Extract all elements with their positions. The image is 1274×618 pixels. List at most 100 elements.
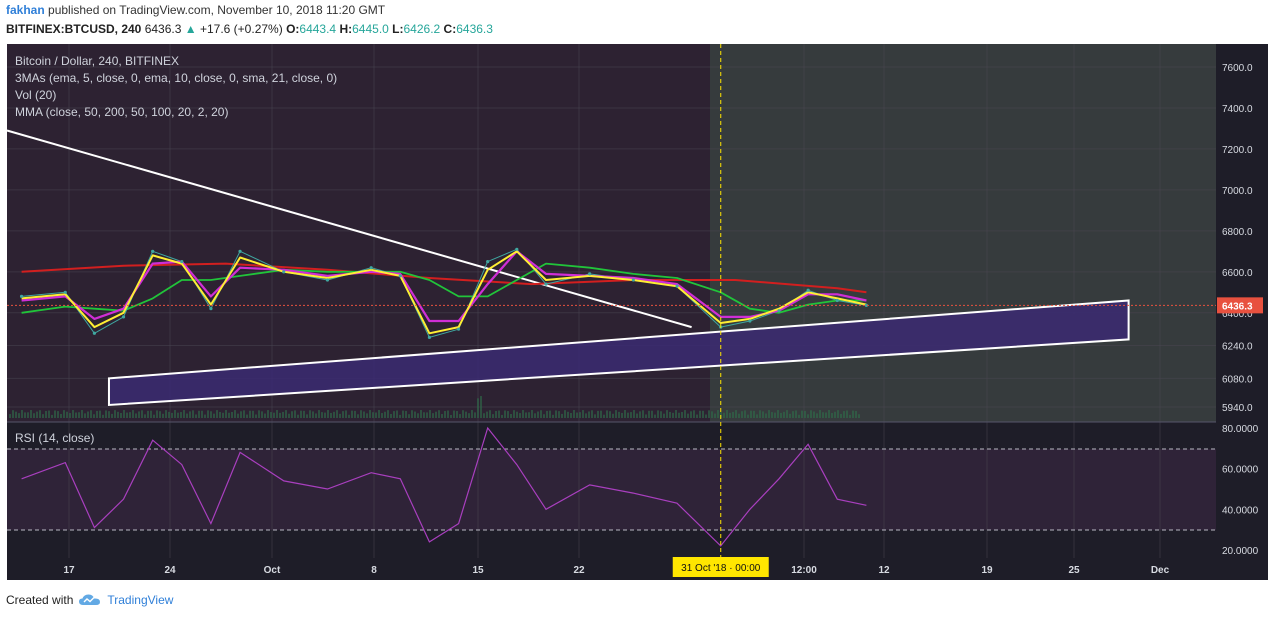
- volume-bar: [213, 413, 215, 418]
- volume-bar: [348, 414, 350, 418]
- indicator-mma[interactable]: MMA (close, 50, 200, 50, 100, 20, 2, 20): [15, 105, 229, 119]
- volume-bar: [699, 410, 701, 418]
- volume-bar: [456, 411, 458, 418]
- volume-bar: [855, 410, 857, 418]
- indicator-rsi[interactable]: RSI (14, close): [15, 431, 95, 445]
- rsi-tick-label: 60.0000: [1222, 465, 1259, 476]
- time-tick-label: 19: [981, 565, 993, 576]
- volume-bar: [264, 413, 266, 418]
- price-series: [19, 247, 869, 339]
- indicator-volume[interactable]: Vol (20): [15, 88, 57, 102]
- price-point: [325, 278, 330, 282]
- volume-bar: [540, 410, 542, 418]
- drawings[interactable]: [6, 129, 1130, 407]
- indicator-3mas[interactable]: 3MAs (ema, 5, close, 0, ema, 10, close, …: [15, 71, 338, 85]
- volume-bar: [228, 412, 230, 418]
- volume-bar: [546, 410, 548, 418]
- volume-bars: [9, 396, 860, 418]
- volume-bar: [447, 410, 449, 418]
- volume-bar: [834, 411, 836, 418]
- volume-bar: [357, 414, 359, 418]
- volume-bar: [651, 410, 653, 418]
- volume-bar: [798, 414, 800, 418]
- volume-bar: [786, 410, 788, 418]
- volume-bar: [126, 412, 128, 418]
- descending-trendline[interactable]: [6, 129, 692, 329]
- volume-bar: [54, 410, 56, 418]
- volume-bar: [666, 410, 668, 418]
- volume-bar: [516, 411, 518, 418]
- volume-bar: [567, 411, 569, 418]
- volume-bar: [324, 412, 326, 418]
- volume-bar: [582, 410, 584, 418]
- volume-bar: [510, 413, 512, 418]
- volume-bar: [69, 413, 71, 418]
- volume-bar: [804, 410, 806, 418]
- symbol-line: BITFINEX:BTCUSD, 240 6436.3 ▲ +17.6 (+0.…: [6, 22, 493, 36]
- volume-bar: [717, 410, 719, 418]
- volume-bar: [123, 410, 125, 418]
- volume-bar: [234, 410, 236, 418]
- volume-bar: [591, 410, 593, 418]
- cursor-label-bg: [672, 557, 769, 577]
- volume-bar: [144, 414, 146, 418]
- tradingview-link[interactable]: TradingView: [107, 593, 174, 607]
- volume-bar: [771, 412, 773, 418]
- volume-bar: [171, 412, 173, 418]
- rsi-tick-label: 20.0000: [1222, 546, 1259, 557]
- volume-bar: [399, 414, 401, 418]
- volume-bar: [474, 412, 476, 418]
- volume-bar: [417, 413, 419, 418]
- rsi-tick-label: 80.0000: [1222, 424, 1259, 435]
- price-point: [369, 266, 373, 270]
- volume-bar: [585, 413, 587, 418]
- volume-bar: [639, 411, 641, 418]
- support-channel[interactable]: [107, 299, 1130, 407]
- price-point: [675, 284, 679, 288]
- volume-bar: [648, 410, 650, 418]
- volume-bar: [576, 412, 578, 418]
- cursor-date-label: 31 Oct '18 · 00:00: [681, 563, 761, 574]
- volume-bar: [612, 413, 614, 418]
- volume-bar: [51, 414, 53, 418]
- volume-bar: [279, 412, 281, 418]
- volume-bar: [321, 412, 323, 418]
- volume-bar: [201, 410, 203, 418]
- price-tick-label: 5940.0: [1222, 403, 1253, 414]
- volume-bar: [825, 412, 827, 418]
- volume-bar: [630, 412, 632, 418]
- volume-bar: [291, 411, 293, 418]
- volume-bar: [732, 411, 734, 418]
- volume-bar: [741, 411, 743, 418]
- price-tick-label: 6080.0: [1222, 374, 1253, 385]
- volume-bar: [543, 414, 545, 418]
- volume-bar: [765, 413, 767, 418]
- volume-bar: [138, 411, 140, 418]
- series-line-ema-5: [21, 250, 867, 335]
- volume-bar: [633, 410, 635, 418]
- volume-bar: [435, 411, 437, 418]
- volume-bar: [681, 412, 683, 418]
- volume-bar: [273, 412, 275, 418]
- close-label: C:: [443, 22, 457, 36]
- price-point: [456, 327, 461, 331]
- volume-bar: [237, 413, 239, 418]
- volume-bar: [597, 410, 599, 418]
- volume-bar: [147, 410, 149, 418]
- volume-bar: [408, 414, 410, 418]
- volume-bar: [603, 414, 605, 418]
- volume-bar: [534, 413, 536, 418]
- volume-bar: [249, 410, 251, 418]
- volume-bar: [513, 410, 515, 418]
- volume-bar: [531, 410, 533, 418]
- volume-bar: [852, 410, 854, 418]
- price-tick-label: 6400.0: [1222, 309, 1253, 320]
- price-point: [544, 282, 548, 286]
- volume-bar: [465, 411, 467, 418]
- volume-bar: [294, 410, 296, 418]
- time-tick-label: Dec: [1151, 565, 1170, 576]
- author-link[interactable]: fakhan: [6, 3, 45, 17]
- rsi-series: [21, 426, 867, 547]
- volume-bar: [564, 410, 566, 418]
